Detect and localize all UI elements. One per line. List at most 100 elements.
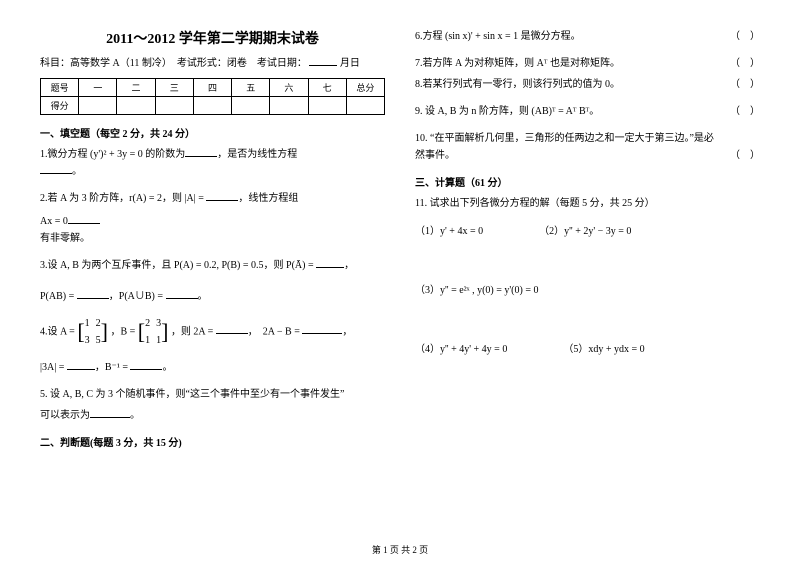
q3a: 3.设 A, B 为两个互斥事件，且 P(A) = 0.2, P(B) = 0.… (40, 260, 316, 271)
q6: 6.方程 (sin x)' + sin x = 1 是微分方程。 （ ） (415, 28, 760, 45)
q5b: 可以表示为 (40, 410, 90, 421)
q4b: ，则 2A = (171, 326, 216, 337)
q9: 9. 设 A, B 为 n 阶方阵，则 (AB)ᵀ = Aᵀ Bᵀ。 （ ） (415, 103, 760, 120)
sub-row-2: （3）y'' = e²ˣ , y(0) = y'(0) = 0 (415, 281, 760, 296)
blank (40, 165, 72, 174)
blank (302, 325, 342, 334)
sub4: （4）y'' + 4y' + 4y = 0 (415, 340, 507, 355)
q5a: 5. 设 A, B, C 为 3 个随机事件，则“这三个事件中至少有一个事件发生… (40, 386, 385, 403)
meta-text: 科目：高等数学 A（11 制冷） 考试形式：闭卷 考试日期： (40, 58, 307, 69)
q2c: Ax = 0 (40, 216, 68, 227)
q3: 3.设 A, B 为两个互斥事件，且 P(A) = 0.2, P(B) = 0.… (40, 257, 385, 305)
q2a: 2.若 A 为 3 阶方阵，r(A) = 2，则 |A| = (40, 193, 206, 204)
sub2: （2）y'' + 2y' − 3y = 0 (539, 222, 631, 237)
table-row: 得分 (41, 97, 385, 115)
meta-tail: 月日 (340, 58, 360, 69)
th: 五 (232, 79, 270, 97)
cell: 1 (85, 315, 90, 332)
q4e: |3A| = (40, 362, 67, 373)
blank (90, 409, 130, 418)
q4a: 4.设 A = (40, 326, 75, 337)
td (308, 97, 346, 115)
td (79, 97, 117, 115)
q11: 11. 试求出下列各微分方程的解（每题 5 分，共 25 分） (415, 195, 760, 212)
sub1: （1）y' + 4x = 0 (415, 222, 483, 237)
table-row: 题号 一 二 三 四 五 六 七 总分 (41, 79, 385, 97)
blank (216, 325, 248, 334)
td (270, 97, 308, 115)
q2b: ，线性方程组 (238, 193, 298, 204)
paren: （ ） (730, 147, 760, 164)
th: 四 (193, 79, 231, 97)
td (193, 97, 231, 115)
exam-meta: 科目：高等数学 A（11 制冷） 考试形式：闭卷 考试日期： 月日 (40, 56, 385, 72)
blank (130, 361, 162, 370)
matrix-b: [2311] (138, 315, 169, 349)
blank (77, 290, 109, 299)
blank (68, 215, 100, 224)
q5: 5. 设 A, B, C 为 3 个随机事件，则“这三个事件中至少有一个事件发生… (40, 386, 385, 424)
cell: 3 (85, 332, 90, 349)
q2: 2.若 A 为 3 阶方阵，r(A) = 2，则 |A| = ，线性方程组 Ax… (40, 190, 385, 247)
section-1: 一、填空题（每空 2 分，共 24 分） (40, 125, 385, 140)
th: 二 (117, 79, 155, 97)
q10: 10. “在平面解析几何里，三角形的任两边之和一定大于第三边。”是必 然事件。 （… (415, 130, 760, 164)
td: 得分 (41, 97, 79, 115)
cell: 1 (145, 332, 150, 349)
paren: （ ） (730, 76, 760, 93)
paren: （ ） (730, 103, 760, 120)
q6-text: 6.方程 (sin x)' + sin x = 1 是微分方程。 (415, 28, 581, 45)
q4g: 。 (162, 362, 172, 373)
q4: 4.设 A = [1235] ，B = [2311] ，则 2A = ， 2A … (40, 315, 385, 376)
q10b: 然事件。 (415, 147, 455, 164)
section-3: 三、计算题（61 分） (415, 174, 760, 189)
page-footer: 第 1 页 共 2 页 (0, 543, 800, 556)
cell: 2 (145, 315, 150, 332)
blank (206, 192, 238, 201)
th: 一 (79, 79, 117, 97)
q4f: ，B⁻¹ = (95, 362, 131, 373)
q2d: 有非零解。 (40, 233, 90, 244)
q5c: 。 (130, 410, 140, 421)
date-blank (309, 57, 337, 66)
q9-text: 9. 设 A, B 为 n 阶方阵，则 (AB)ᵀ = Aᵀ Bᵀ。 (415, 103, 599, 120)
td (346, 97, 384, 115)
th: 三 (155, 79, 193, 97)
blank (316, 259, 344, 268)
sub5: （5）xdy + ydx = 0 (563, 340, 644, 355)
q8-text: 8.若某行列式有一零行，则该行列式的值为 0。 (415, 76, 620, 93)
q7: 7.若方阵 A 为对称矩阵，则 Aᵀ 也是对称矩阵。 （ ） (415, 55, 760, 72)
q3e: 。 (198, 291, 208, 302)
th: 六 (270, 79, 308, 97)
th: 题号 (41, 79, 79, 97)
section-2: 二、判断题(每题 3 分，共 15 分) (40, 434, 385, 449)
blank (67, 361, 95, 370)
q1b: ，是否为线性方程 (217, 149, 297, 160)
exam-title: 2011～2012 学年第二学期期末试卷 (40, 28, 385, 48)
q4mid: ，B = (110, 326, 135, 337)
th: 总分 (346, 79, 384, 97)
paren: （ ） (730, 28, 760, 45)
q10a: 10. “在平面解析几何里，三角形的任两边之和一定大于第三边。”是必 (415, 130, 760, 147)
q8: 8.若某行列式有一零行，则该行列式的值为 0。 （ ） (415, 76, 760, 93)
q1: 1.微分方程 (y')² + 3y = 0 的阶数为 ，是否为线性方程 。 (40, 146, 385, 180)
td (232, 97, 270, 115)
q3c: P(AB) = (40, 291, 77, 302)
q4c: ， 2A − B = (248, 326, 303, 337)
sub-row-1: （1）y' + 4x = 0 （2）y'' + 2y' − 3y = 0 (415, 222, 760, 237)
q7-text: 7.若方阵 A 为对称矩阵，则 Aᵀ 也是对称矩阵。 (415, 55, 620, 72)
matrix-a: [1235] (77, 315, 108, 349)
q4d: ， (342, 326, 352, 337)
paren: （ ） (730, 55, 760, 72)
sub3: （3）y'' = e²ˣ , y(0) = y'(0) = 0 (415, 281, 538, 296)
q1c: 。 (72, 166, 82, 177)
q1a: 1.微分方程 (y')² + 3y = 0 的阶数为 (40, 149, 185, 160)
th: 七 (308, 79, 346, 97)
q3d: ，P(A∪B) = (109, 291, 166, 302)
sub-row-3: （4）y'' + 4y' + 4y = 0 （5）xdy + ydx = 0 (415, 340, 760, 355)
blank (185, 148, 217, 157)
td (117, 97, 155, 115)
td (155, 97, 193, 115)
blank (166, 290, 198, 299)
q3b: ， (344, 260, 354, 271)
